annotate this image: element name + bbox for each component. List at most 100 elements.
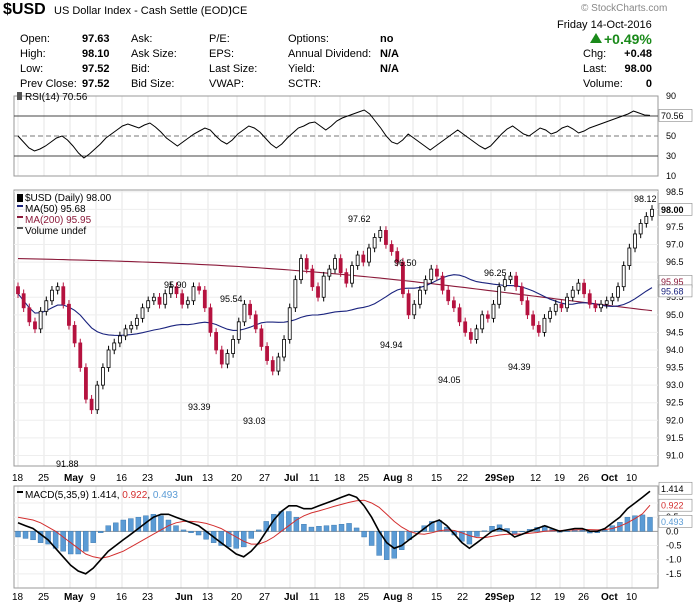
price-tick-label: 94.0 (666, 345, 684, 355)
quote-label: SCTR: (288, 78, 321, 90)
candle-body (310, 268, 315, 288)
price-tick-label: 95.0 (666, 310, 684, 320)
candle-body (514, 275, 519, 288)
price-annotation: 93.39 (188, 402, 211, 412)
candle-body (593, 303, 598, 309)
candle-body (384, 230, 388, 245)
macd-histogram-bar (526, 529, 533, 532)
price-tick-label: 97.0 (666, 239, 684, 249)
candle-body (565, 296, 569, 309)
ma50-line (17, 274, 653, 336)
candle-body (202, 289, 207, 309)
rsi-tick-label: 10 (666, 171, 676, 181)
price-legend: MA(200) 95.95 (25, 215, 92, 226)
macd-legend-icon (17, 491, 23, 493)
candle-body (650, 208, 654, 217)
candle-body (304, 258, 309, 270)
macd-histogram-bar (248, 531, 254, 539)
price-tick-label: 97.5 (666, 222, 684, 232)
panel-frame (13, 189, 659, 467)
quote-label: Bid Size: (131, 78, 175, 90)
x-tick-label: 22 (457, 592, 469, 603)
x-tick-label: 18 (334, 592, 346, 603)
macd-histogram-bar (444, 526, 450, 532)
candle-body (497, 286, 502, 305)
panel-frame (13, 485, 659, 589)
x-tick-label: 15 (431, 592, 443, 603)
x-tick-label: 20 (231, 473, 243, 484)
candle-body (440, 275, 445, 291)
price-tick-label: 91.0 (666, 450, 684, 460)
percent-change: +0.49% (604, 31, 652, 47)
price-legend-icon (17, 205, 23, 207)
macd-histogram-bar (414, 531, 420, 533)
candle-body (344, 272, 349, 284)
price-annotation: 97.62 (348, 214, 371, 224)
candle-body (140, 307, 145, 319)
quote-value: N/A (380, 48, 399, 60)
value-tag (658, 284, 693, 298)
summary-value: 0 (645, 78, 652, 90)
candle-body (559, 303, 564, 309)
price-tick-label: 93.5 (666, 363, 684, 373)
macd-histogram-bar (436, 520, 443, 532)
candle-body (27, 307, 32, 323)
macd-histogram-bar (128, 518, 134, 532)
macd-histogram-bar (451, 531, 458, 536)
candle-body (163, 293, 168, 305)
candle-body (67, 303, 71, 326)
candle-body (429, 268, 434, 281)
x-tick-label: 12 (530, 473, 542, 484)
macd-histogram-bar (353, 527, 360, 532)
macd-histogram-bar (632, 515, 638, 532)
candle-body (231, 339, 236, 354)
value-tag-label: 0.922 (661, 501, 684, 511)
macd-histogram-bar (617, 522, 623, 532)
macd-histogram-bar (90, 531, 96, 543)
price-panel: 98.5 98.0 97.5 97.0 96.5 96.0 95.5 95.0 94.5 94.0… (13, 187, 693, 469)
candle-body (101, 367, 105, 386)
candle-body (576, 282, 581, 291)
candle-body (423, 279, 428, 291)
macd-histogram-bar (165, 519, 172, 532)
value-tag (658, 498, 693, 512)
candle-body (265, 346, 269, 361)
candle-body (418, 289, 422, 305)
candle-body (253, 314, 258, 330)
candle-body (168, 286, 173, 295)
quote-label: Low: (20, 63, 44, 75)
candle-body (333, 258, 337, 270)
x-tick-label: 10 (626, 473, 638, 484)
symbol-title: $USD (3, 1, 46, 18)
candle-body (350, 265, 354, 284)
macd-histogram-bar (75, 531, 81, 555)
watermark: © StockCharts.com (581, 3, 668, 14)
x-tick-label: 22 (457, 473, 469, 484)
candle-body (117, 335, 122, 344)
value-tag (658, 481, 693, 495)
candle-body (174, 286, 179, 295)
macd-histogram-bar (22, 531, 29, 539)
macd-histogram-bar (60, 531, 66, 552)
macd-histogram-bar (173, 525, 179, 532)
price-tick-label: 91.5 (666, 433, 684, 443)
macd-histogram-bar (83, 531, 89, 552)
macd-histogram-bar (52, 531, 59, 549)
quote-label: Options: (288, 33, 329, 45)
instrument-name: US Dollar Index - Cash Settle (EOD) (54, 5, 232, 17)
candle-body (16, 286, 20, 295)
x-tick-label: 19 (554, 473, 566, 484)
x-tick-label: Aug (383, 473, 402, 484)
candle-body (604, 300, 609, 305)
candle-body (50, 289, 54, 302)
candle-body (338, 258, 343, 274)
candle-body (446, 289, 451, 302)
macd-histogram-bar (45, 531, 51, 545)
candle-body (157, 296, 162, 305)
x-tick-label: 26 (578, 592, 590, 603)
quote-value: 97.52 (82, 78, 110, 90)
candle-body (112, 342, 117, 351)
x-tick-label: 23 (142, 592, 154, 603)
price-tick-label: 93.0 (666, 380, 684, 390)
candle-body (389, 244, 394, 252)
